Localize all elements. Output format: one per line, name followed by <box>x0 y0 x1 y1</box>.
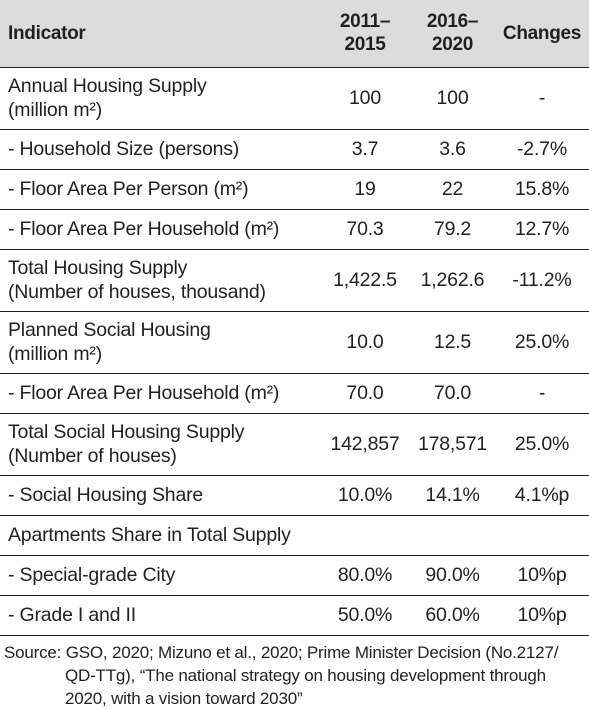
value-change: 25.0% <box>495 413 589 476</box>
table-row: - Household Size (persons) 3.7 3.6 -2.7% <box>0 129 589 170</box>
table-row: Total Social Housing Supply (Number of h… <box>0 413 589 476</box>
value-2011-2015: 80.0% <box>320 555 410 596</box>
source-note: Source: GSO, 2020; Mizuno et al., 2020; … <box>0 636 589 710</box>
row-label: Apartments Share in Total Supply <box>0 515 320 556</box>
table-row: - Floor Area Per Household (m²) 70.0 70.… <box>0 373 589 414</box>
row-label: - Household Size (persons) <box>0 129 320 170</box>
source-line-3: 2020, with a vision toward 2030” <box>65 688 303 708</box>
table-row: - Special-grade City 80.0% 90.0% 10%p <box>0 555 589 596</box>
header-row: Indicator 2011– 2015 2016– 2020 Changes <box>0 0 589 67</box>
header-period-2016-2020: 2016– 2020 <box>410 0 495 67</box>
table-body: Annual Housing Supply (million m²) 100 1… <box>0 66 589 636</box>
row-label: Total Housing Supply (Number of houses, … <box>0 249 320 312</box>
value-change <box>495 515 589 556</box>
value-change: - <box>495 66 589 130</box>
value-2016-2020: 178,571 <box>410 413 495 476</box>
value-2016-2020: 14.1% <box>410 475 495 516</box>
value-change: 4.1%p <box>495 475 589 516</box>
value-2011-2015: 10.0% <box>320 475 410 516</box>
housing-indicator-table: Indicator 2011– 2015 2016– 2020 Changes … <box>0 0 589 636</box>
row-label-line2: (million m²) <box>8 99 103 121</box>
header-period2-line2: 2020 <box>431 34 474 56</box>
row-label-line1: Planned Social Housing <box>8 319 211 341</box>
row-label: Planned Social Housing (million m²) <box>0 311 320 374</box>
row-label-line2: (Number of houses, thousand) <box>8 281 266 303</box>
value-2016-2020: 3.6 <box>410 129 495 170</box>
value-2016-2020: 70.0 <box>410 373 495 414</box>
row-label: Total Social Housing Supply (Number of h… <box>0 413 320 476</box>
header-period1-line1: 2011– <box>339 11 391 33</box>
value-2011-2015: 142,857 <box>320 413 410 476</box>
value-change: 10%p <box>495 555 589 596</box>
value-2011-2015: 50.0% <box>320 595 410 636</box>
value-2011-2015 <box>320 515 410 556</box>
source-line-1: Source: GSO, 2020; Mizuno et al., 2020; … <box>4 642 559 662</box>
table-row: - Grade I and II 50.0% 60.0% 10%p <box>0 595 589 636</box>
value-2016-2020: 90.0% <box>410 555 495 596</box>
row-label: - Grade I and II <box>0 595 320 636</box>
header-period-2011-2015: 2011– 2015 <box>320 0 410 67</box>
value-change: -11.2% <box>495 249 589 312</box>
row-label-line1: Total Housing Supply <box>8 257 188 279</box>
row-label-line1: Annual Housing Supply <box>8 75 207 97</box>
value-change: 25.0% <box>495 311 589 374</box>
value-2016-2020: 60.0% <box>410 595 495 636</box>
table-row: Apartments Share in Total Supply <box>0 515 589 556</box>
source-line-2: QD-TTg), “The national strategy on housi… <box>65 665 546 685</box>
row-label: Annual Housing Supply (million m²) <box>0 66 320 130</box>
table-row: Annual Housing Supply (million m²) 100 1… <box>0 66 589 130</box>
value-2011-2015: 1,422.5 <box>320 249 410 312</box>
value-2011-2015: 19 <box>320 169 410 210</box>
value-2011-2015: 10.0 <box>320 311 410 374</box>
value-2016-2020: 79.2 <box>410 209 495 250</box>
row-label-line2: (million m²) <box>8 343 103 365</box>
header-period1-line2: 2015 <box>344 34 386 56</box>
value-change: 15.8% <box>495 169 589 210</box>
value-change: -2.7% <box>495 129 589 170</box>
table-row: Planned Social Housing (million m²) 10.0… <box>0 311 589 374</box>
row-label: - Floor Area Per Household (m²) <box>0 209 320 250</box>
header-changes: Changes <box>502 22 582 44</box>
table-row: - Social Housing Share 10.0% 14.1% 4.1%p <box>0 475 589 516</box>
table-row: - Floor Area Per Person (m²) 19 22 15.8% <box>0 169 589 210</box>
row-label: - Social Housing Share <box>0 475 320 516</box>
row-label-line1: Total Social Housing Supply <box>8 421 245 443</box>
value-change: 12.7% <box>495 209 589 250</box>
value-2016-2020: 12.5 <box>410 311 495 374</box>
row-label: - Floor Area Per Person (m²) <box>0 169 320 210</box>
row-label-line2: (Number of houses) <box>8 445 177 467</box>
value-2016-2020 <box>410 515 495 556</box>
value-2011-2015: 100 <box>320 66 410 130</box>
row-label: - Special-grade City <box>0 555 320 596</box>
value-2016-2020: 1,262.6 <box>410 249 495 312</box>
value-2011-2015: 70.0 <box>320 373 410 414</box>
table-header: Indicator 2011– 2015 2016– 2020 Changes <box>0 0 589 67</box>
row-label: - Floor Area Per Household (m²) <box>0 373 320 414</box>
value-2016-2020: 100 <box>410 66 495 130</box>
value-2016-2020: 22 <box>410 169 495 210</box>
table-row: - Floor Area Per Household (m²) 70.3 79.… <box>0 209 589 250</box>
table-row: Total Housing Supply (Number of houses, … <box>0 249 589 312</box>
value-change: 10%p <box>495 595 589 636</box>
housing-indicator-table-figure: Indicator 2011– 2015 2016– 2020 Changes … <box>0 0 589 710</box>
value-2011-2015: 70.3 <box>320 209 410 250</box>
header-period2-line1: 2016– <box>426 11 479 33</box>
value-change: - <box>495 373 589 414</box>
header-indicator: Indicator <box>8 22 86 44</box>
value-2011-2015: 3.7 <box>320 129 410 170</box>
